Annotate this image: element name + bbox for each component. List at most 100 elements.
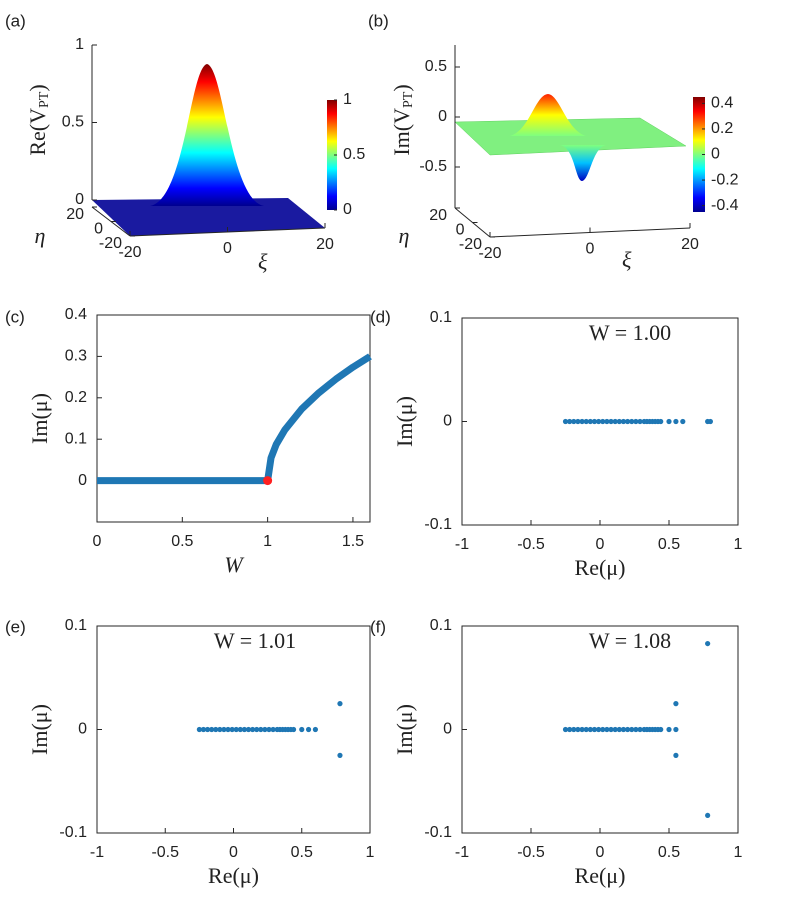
data-point bbox=[680, 418, 686, 425]
y-tick-label: 0 bbox=[443, 413, 452, 430]
data-point bbox=[633, 726, 639, 733]
y-tick-label: 0 bbox=[78, 472, 87, 489]
z-tick-label: 0.5 bbox=[62, 114, 84, 131]
data-point bbox=[221, 726, 227, 733]
data-point bbox=[213, 726, 219, 733]
panel-label: (b) bbox=[368, 11, 389, 30]
y-tick-label: 20 bbox=[66, 206, 84, 223]
x-tick-label: 0.5 bbox=[171, 533, 193, 550]
data-point bbox=[579, 726, 585, 733]
y-tick-label: 20 bbox=[429, 207, 447, 224]
data-point bbox=[673, 418, 679, 425]
colorbar bbox=[693, 97, 705, 212]
axes-box bbox=[96, 314, 371, 523]
y-tick-label: 0.3 bbox=[65, 348, 87, 365]
data-point bbox=[612, 726, 618, 733]
x-axis-label: Re(μ) bbox=[575, 863, 626, 888]
z-tick-label: 1 bbox=[75, 36, 84, 53]
y-tick-label: 0 bbox=[456, 222, 465, 239]
panel-label: (a) bbox=[5, 11, 26, 30]
data-point bbox=[254, 726, 260, 733]
y-tick-label: 0.1 bbox=[430, 617, 452, 634]
surface-dip bbox=[560, 145, 606, 181]
x-tick-label: -1 bbox=[90, 844, 104, 861]
data-point bbox=[305, 726, 312, 733]
z-axis-label-part: Re(V bbox=[25, 108, 50, 156]
z-axis-label-part: PT bbox=[401, 91, 416, 108]
y-axis-label: Im(μ) bbox=[27, 393, 52, 444]
y-tick-label: 0 bbox=[78, 721, 87, 738]
surface-plane bbox=[454, 117, 687, 156]
y-tick-label: 0.4 bbox=[65, 306, 87, 323]
data-point bbox=[270, 726, 276, 733]
data-point bbox=[579, 418, 585, 425]
data-point bbox=[673, 752, 679, 758]
z-tick-label: 0 bbox=[438, 108, 447, 125]
data-point bbox=[245, 726, 252, 733]
data-point bbox=[237, 726, 243, 733]
data-point bbox=[637, 726, 643, 733]
surface-bump bbox=[510, 94, 586, 136]
colorbar-tick-label: 0.5 bbox=[343, 146, 365, 163]
data-point bbox=[209, 726, 215, 733]
data-point bbox=[575, 418, 581, 425]
y-tick-label: -20 bbox=[99, 235, 122, 252]
data-point bbox=[625, 418, 631, 425]
data-point bbox=[705, 640, 711, 647]
colorbar-tick-label: 0.4 bbox=[711, 95, 733, 112]
panel-label: (f) bbox=[370, 617, 386, 636]
colorbar-tick-label: 0 bbox=[343, 201, 352, 218]
data-point bbox=[571, 418, 577, 425]
x-tick-label: 0 bbox=[596, 536, 605, 553]
y-tick-label: -20 bbox=[459, 236, 482, 253]
x-tick-label: 20 bbox=[316, 236, 334, 253]
data-point bbox=[596, 418, 602, 425]
x-tick-label: -0.5 bbox=[151, 844, 179, 861]
data-point bbox=[204, 726, 211, 733]
data-point bbox=[266, 726, 272, 733]
data-point bbox=[625, 726, 631, 733]
z-tick-label: 0 bbox=[75, 191, 84, 208]
z-axis-label: Re(VPT) bbox=[25, 84, 52, 155]
data-point bbox=[200, 726, 207, 733]
y-tick-label: -0.1 bbox=[424, 516, 452, 533]
x-tick-label: 1.5 bbox=[342, 533, 364, 550]
data-point bbox=[604, 418, 610, 425]
data-point bbox=[616, 726, 622, 733]
data-point bbox=[583, 726, 589, 733]
colorbar-tick-label: 0.2 bbox=[711, 120, 733, 137]
data-point bbox=[290, 726, 297, 733]
data-point bbox=[629, 418, 635, 425]
z-tick-label: -0.5 bbox=[419, 158, 447, 175]
x-tick-label: 0 bbox=[223, 240, 232, 257]
data-point bbox=[567, 418, 573, 425]
data-point bbox=[263, 476, 273, 486]
x-tick-label: 0.5 bbox=[291, 844, 313, 861]
data-point bbox=[666, 726, 672, 733]
data-point bbox=[633, 418, 639, 425]
data-point bbox=[196, 726, 202, 733]
y-tick-label: -0.1 bbox=[424, 824, 452, 841]
z-tick-label: 0.5 bbox=[425, 58, 447, 75]
data-point bbox=[666, 418, 672, 425]
x-tick-label: -20 bbox=[118, 244, 141, 261]
annotation: W = 1.00 bbox=[589, 320, 671, 345]
data-point bbox=[217, 726, 223, 733]
z-axis-label-part: PT bbox=[37, 91, 52, 108]
y-axis-label: Im(μ) bbox=[392, 396, 417, 447]
data-point bbox=[225, 726, 231, 733]
y-tick-label: 0 bbox=[94, 221, 103, 238]
x-axis-label: W bbox=[224, 552, 244, 577]
x-tick-label: 1 bbox=[263, 533, 272, 550]
colorbar-tick-label: 1 bbox=[343, 91, 352, 108]
data-point bbox=[673, 701, 679, 707]
x-tick-label: 0.5 bbox=[658, 536, 680, 553]
z-axis-label-part: Im(V bbox=[389, 108, 414, 156]
data-point bbox=[629, 726, 635, 733]
data-point bbox=[658, 418, 664, 425]
data-point bbox=[337, 752, 343, 758]
x-tick-label: -20 bbox=[478, 245, 501, 262]
data-point bbox=[233, 726, 239, 733]
x-tick-label: 0 bbox=[93, 533, 102, 550]
x-axis-label: ξ bbox=[258, 249, 268, 274]
